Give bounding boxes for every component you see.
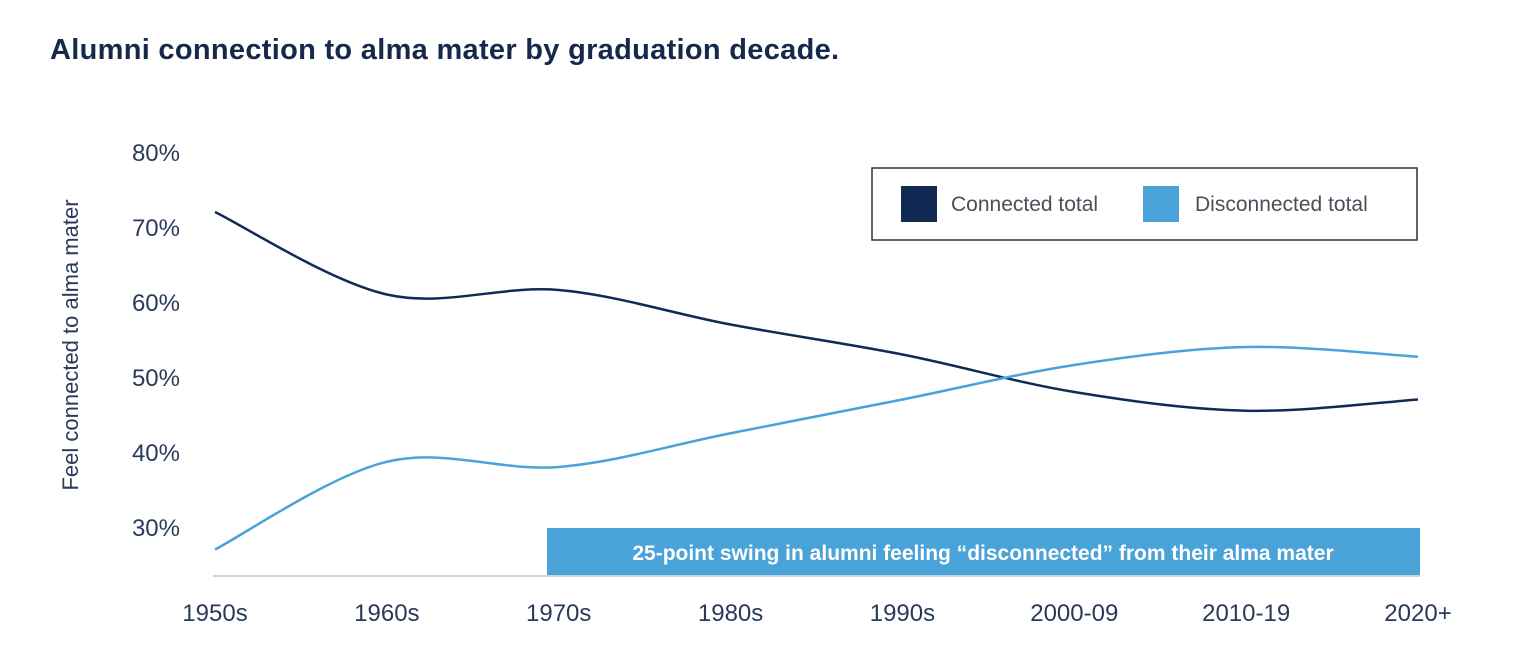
y-tick-label: 40% xyxy=(132,440,180,467)
x-tick-label: 1950s xyxy=(182,600,247,627)
annotation-box xyxy=(547,528,1420,575)
legend-label-connected: Connected total xyxy=(951,193,1098,216)
y-tick-label: 70% xyxy=(132,215,180,242)
x-tick-label: 2010-19 xyxy=(1202,600,1290,627)
x-tick-label: 2000-09 xyxy=(1030,600,1118,627)
legend-swatch-connected xyxy=(901,186,937,222)
y-axis-label: Feel connected to alma mater xyxy=(58,199,83,490)
legend: Connected total Disconnected total xyxy=(871,167,1418,241)
x-tick-label: 1990s xyxy=(870,600,935,627)
y-tick-label: 60% xyxy=(132,290,180,317)
x-tick-label: 1960s xyxy=(354,600,419,627)
legend-label-disconnected: Disconnected total xyxy=(1195,193,1368,216)
y-tick-label: 80% xyxy=(132,140,180,167)
series-line-connected xyxy=(214,210,1419,413)
x-tick-label: 1970s xyxy=(526,600,591,627)
annotation-text: 25-point swing in alumni feeling “discon… xyxy=(632,542,1333,565)
y-tick-label: 50% xyxy=(132,365,180,392)
x-tick-label: 2020+ xyxy=(1384,600,1451,627)
legend-swatch-disconnected xyxy=(1143,186,1179,222)
x-tick-label: 1980s xyxy=(698,600,763,627)
chart-title: Alumni connection to alma mater by gradu… xyxy=(50,34,840,66)
y-tick-label: 30% xyxy=(132,515,180,542)
series-line-disconnected xyxy=(214,345,1419,551)
